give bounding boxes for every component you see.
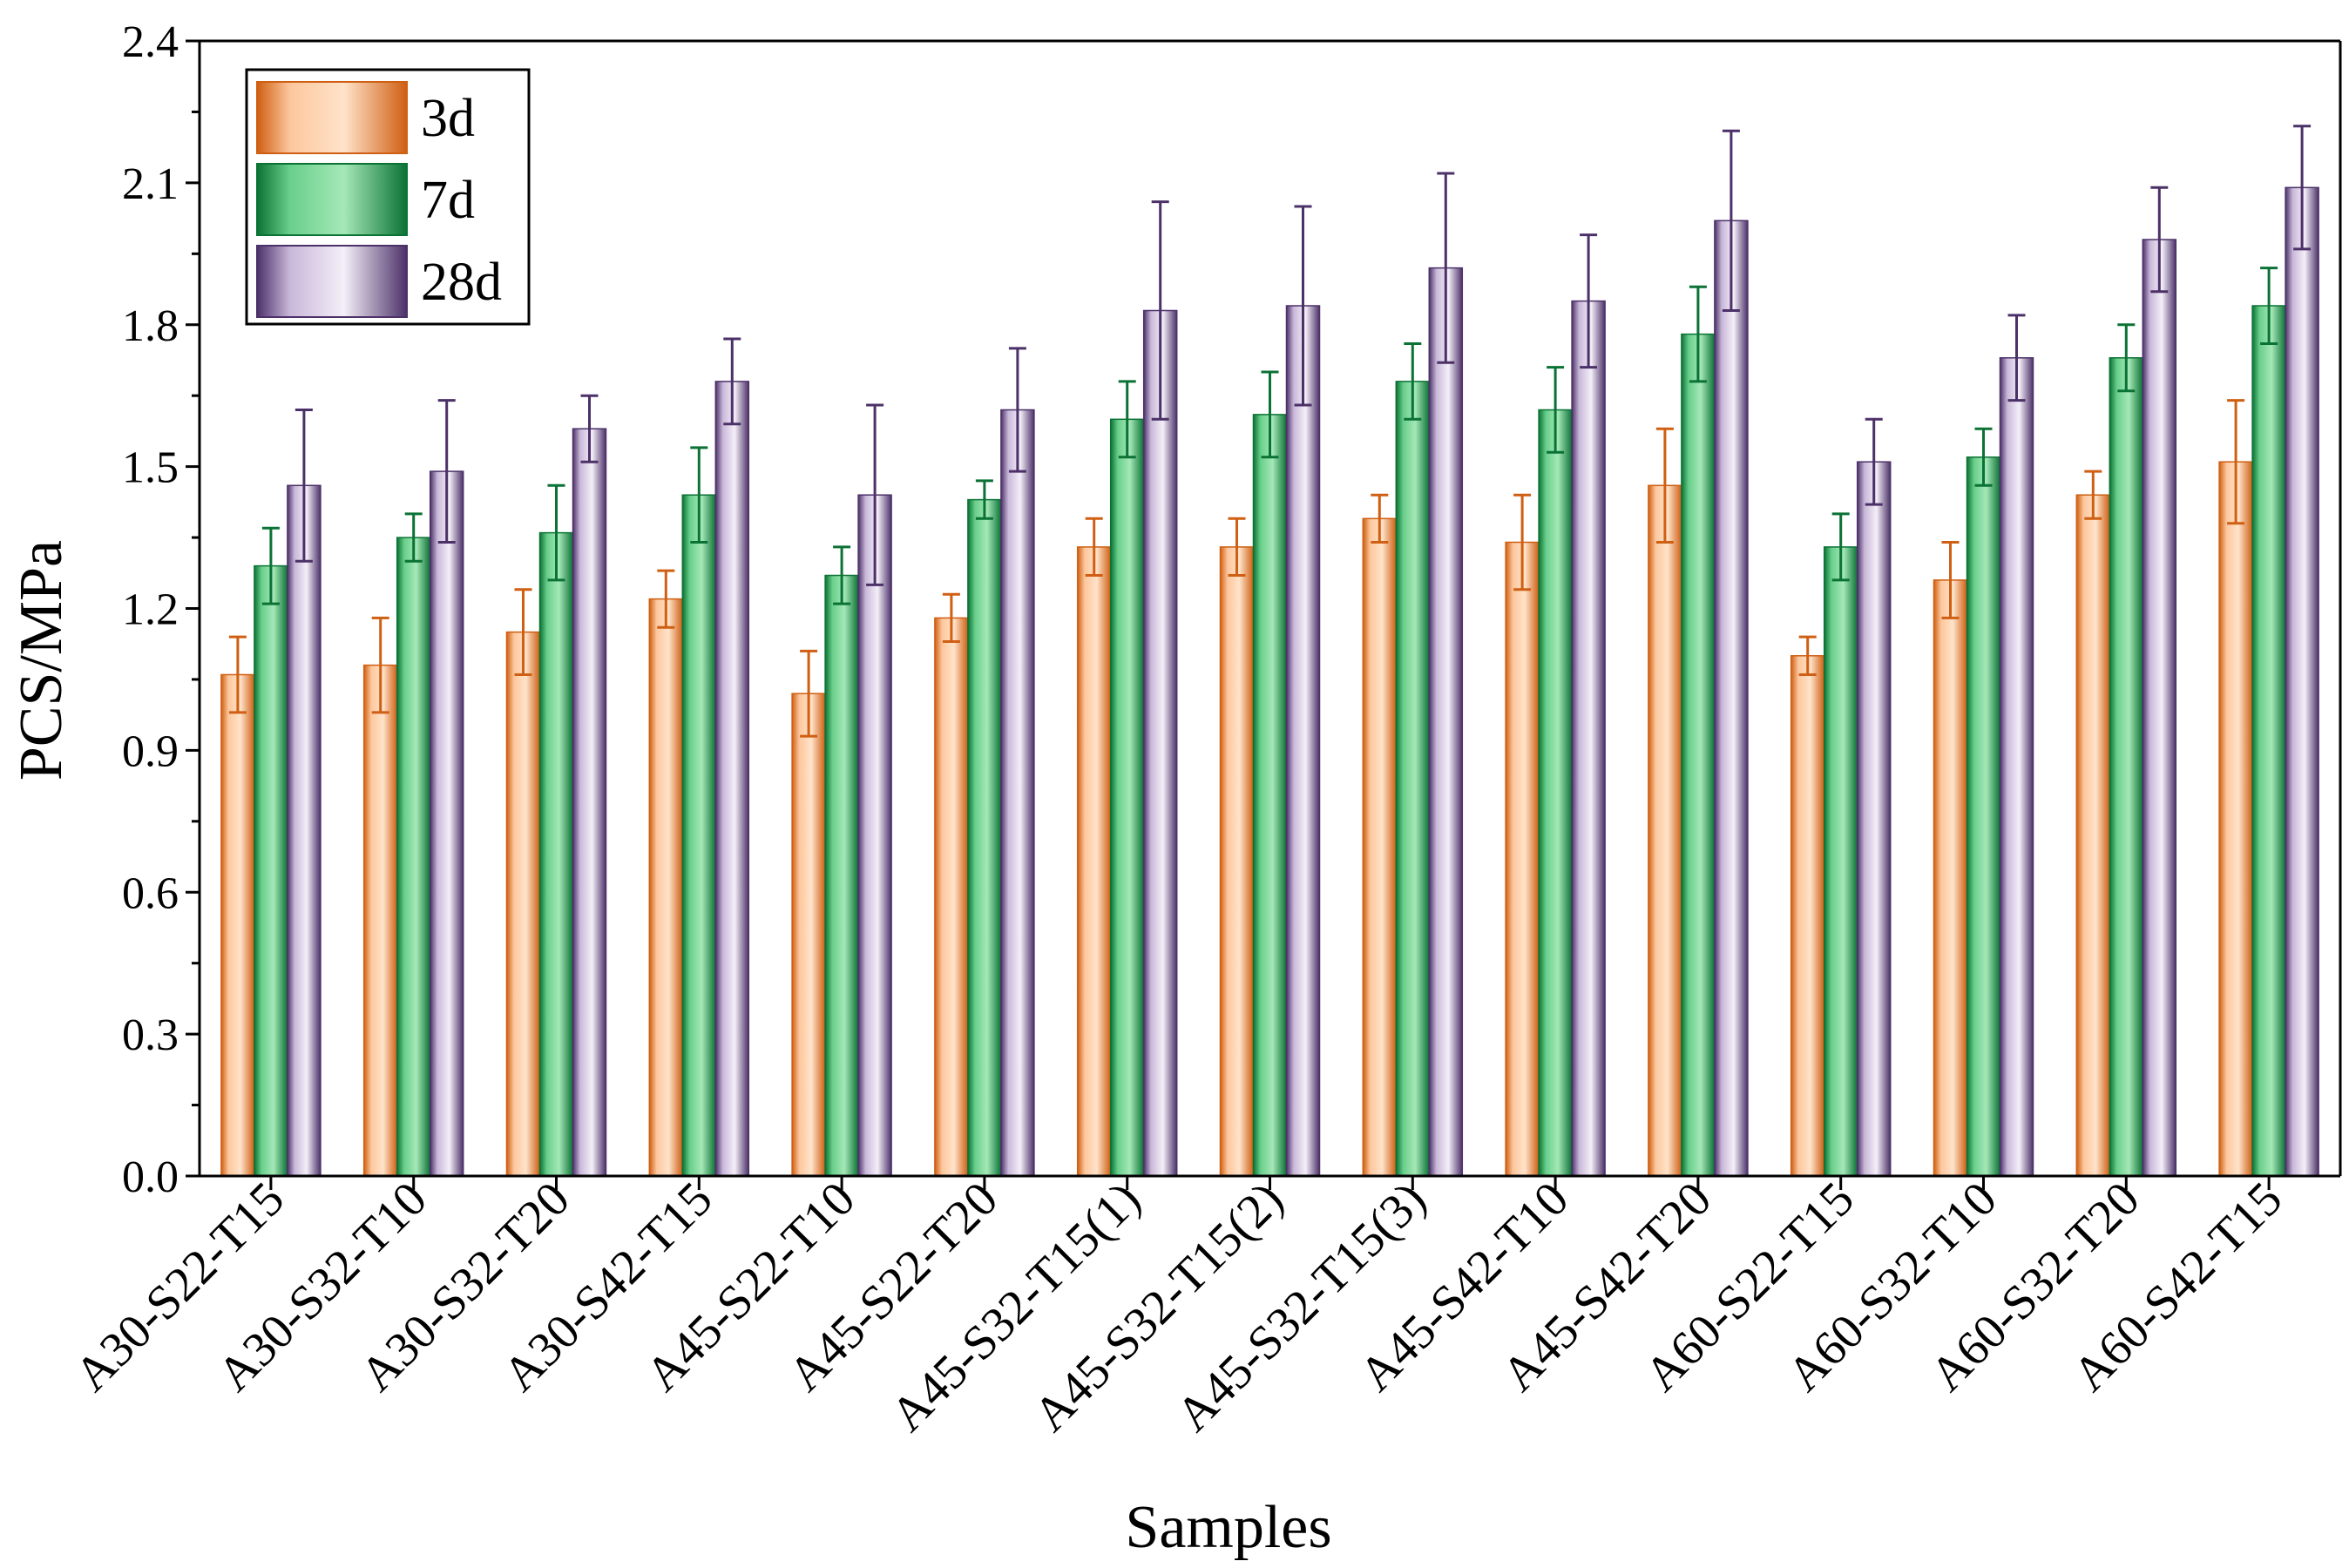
- bar-7d-5: [967, 498, 1002, 1177]
- bar-7d-11: [1823, 546, 1858, 1177]
- bar-28d-8: [1428, 267, 1464, 1177]
- bar-28d-6: [1142, 309, 1178, 1177]
- y-tick-label-5: 1.5: [122, 443, 179, 493]
- bar-3d-6: [1076, 546, 1112, 1177]
- bar-28d-7: [1285, 305, 1321, 1177]
- bars-layer: [220, 125, 2319, 1177]
- bar-28d-10: [1714, 220, 1749, 1177]
- bar-28d-14: [2285, 186, 2319, 1177]
- legend: 3d 7d 28d: [245, 68, 531, 326]
- y-tick-label-2: 0.6: [122, 868, 179, 918]
- bar-3d-2: [505, 631, 541, 1177]
- bar-7d-9: [1538, 409, 1573, 1177]
- y-tick-label-1: 0.3: [122, 1010, 179, 1060]
- bar-3d-0: [220, 673, 255, 1177]
- bar-28d-12: [1999, 357, 2034, 1177]
- y-tick-label-3: 0.9: [122, 727, 179, 776]
- bar-7d-10: [1681, 333, 1716, 1177]
- bar-7d-6: [1109, 418, 1145, 1177]
- bar-7d-1: [396, 537, 431, 1177]
- y-axis-title: PCS/MPa: [8, 540, 75, 781]
- bar-3d-14: [2218, 461, 2253, 1177]
- bar-28d-5: [1000, 409, 1035, 1177]
- bar-7d-12: [1966, 456, 2001, 1177]
- bar-28d-13: [2142, 239, 2177, 1177]
- x-axis-title: Samples: [1125, 1494, 1331, 1561]
- bar-3d-4: [791, 693, 826, 1177]
- legend-label-28d: 28d: [421, 253, 502, 312]
- bar-28d-9: [1571, 300, 1606, 1177]
- bar-3d-12: [1933, 579, 1968, 1177]
- x-tick-label-6: A45-S32-T15(1): [881, 1172, 1151, 1442]
- bar-7d-8: [1395, 381, 1431, 1177]
- x-tick-label-8: A45-S32-T15(3): [1167, 1172, 1437, 1442]
- bar-3d-7: [1219, 546, 1255, 1177]
- bar-28d-3: [714, 381, 750, 1177]
- y-tick-label-7: 2.1: [122, 159, 179, 209]
- bar-28d-1: [429, 470, 464, 1177]
- legend-swatch-3d: [256, 81, 408, 154]
- y-tick-label-6: 1.8: [122, 301, 179, 351]
- bar-3d-10: [1648, 484, 1682, 1177]
- bar-7d-0: [254, 564, 288, 1177]
- bar-28d-4: [857, 494, 892, 1177]
- bar-3d-3: [648, 598, 684, 1177]
- bar-7d-4: [824, 574, 859, 1177]
- y-tick-label-8: 2.4: [122, 17, 179, 67]
- bar-3d-8: [1362, 517, 1398, 1177]
- bar-28d-11: [1856, 461, 1892, 1177]
- legend-label-7d: 7d: [421, 171, 475, 230]
- bar-3d-11: [1790, 655, 1825, 1177]
- y-tick-label-0: 0.0: [122, 1152, 179, 1202]
- bar-3d-1: [362, 664, 398, 1177]
- bar-7d-7: [1252, 414, 1288, 1177]
- bar-7d-14: [2251, 305, 2286, 1177]
- bar-7d-2: [538, 531, 574, 1177]
- bar-28d-2: [572, 428, 607, 1177]
- bar-3d-5: [934, 617, 969, 1177]
- bar-28d-0: [287, 484, 322, 1177]
- bar-3d-13: [2075, 494, 2111, 1177]
- legend-swatch-7d: [256, 163, 408, 236]
- legend-label-3d: 3d: [421, 89, 475, 148]
- x-tick-label-7: A45-S32-T15(2): [1024, 1172, 1294, 1442]
- legend-swatch-28d: [256, 245, 408, 318]
- y-tick-label-4: 1.2: [122, 585, 179, 635]
- bar-3d-9: [1505, 541, 1540, 1177]
- bar-7d-3: [681, 494, 717, 1177]
- bar-7d-13: [2109, 357, 2144, 1177]
